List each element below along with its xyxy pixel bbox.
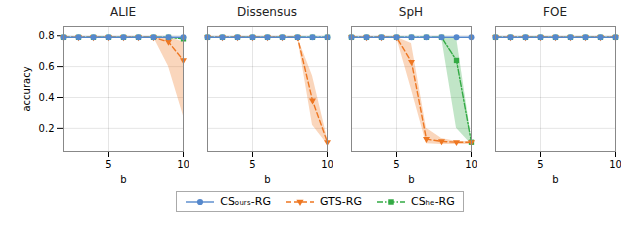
svg-text:0.2: 0.2: [39, 123, 55, 134]
html-text:SpH: SpH: [398, 5, 424, 19]
svg-text:b: b: [264, 174, 270, 185]
svg-text:b: b: [120, 174, 126, 185]
html-text:CSₕₑ-RG: CSₕₑ-RG: [411, 195, 455, 208]
html-text:GTS-RG: GTS-RG: [320, 195, 362, 208]
svg-text:b: b: [408, 174, 414, 185]
svg-text:5: 5: [537, 159, 543, 170]
svg-text:5: 5: [393, 159, 399, 170]
svg-text:5: 5: [249, 159, 255, 170]
svg-text:0.6: 0.6: [39, 61, 55, 72]
svg-text:5: 5: [105, 159, 111, 170]
svg-text:b: b: [552, 174, 558, 185]
svg-text:10: 10: [321, 159, 333, 170]
svg-text:accuracy: accuracy: [21, 66, 32, 111]
html-text:FOE: FOE: [543, 5, 567, 19]
html-text:CSₒᵤᵣₛ-RG: CSₒᵤᵣₛ-RG: [220, 195, 271, 208]
html-text:ALIE: ALIE: [110, 5, 136, 19]
svg-text:10: 10: [609, 159, 621, 170]
svg-text:0.4: 0.4: [39, 92, 55, 103]
svg-text:0.8: 0.8: [39, 30, 55, 41]
svg-text:10: 10: [465, 159, 477, 170]
html-text:Dissensus: Dissensus: [236, 5, 298, 19]
svg-text:10: 10: [177, 159, 189, 170]
